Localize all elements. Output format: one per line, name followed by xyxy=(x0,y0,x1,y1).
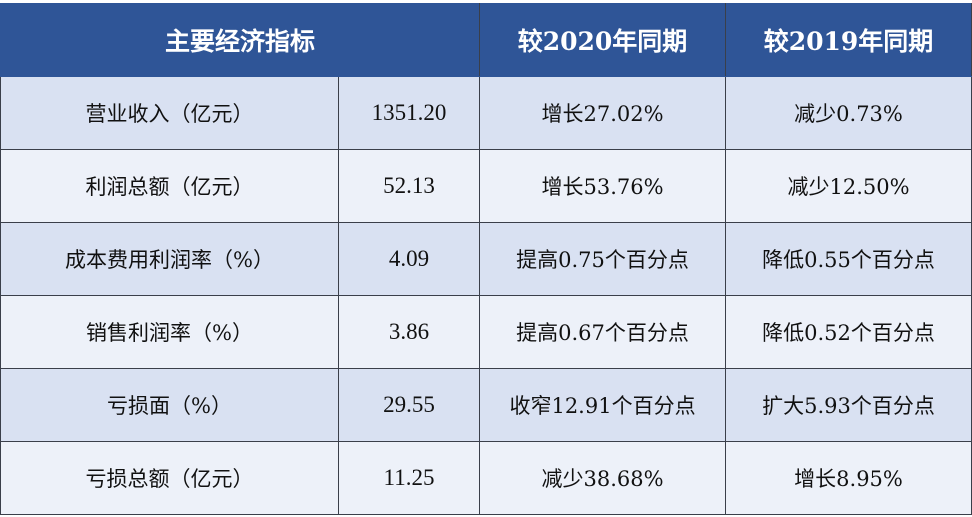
header-vs-2019: 较2019年同期 xyxy=(725,3,972,77)
indicator-cell: 营业收入（亿元） xyxy=(0,76,339,150)
vs-2020-cell: 增长53.76% xyxy=(479,149,727,223)
vs-2019-cell: 扩大5.93个百分点 xyxy=(725,368,972,442)
value-cell: 3.86 xyxy=(337,295,481,369)
indicator-cell: 亏损总额（亿元） xyxy=(0,441,339,515)
header-vs-2020: 较2020年同期 xyxy=(479,3,727,77)
table-row: 销售利润率（%） 3.86 提高0.67个百分点 降低0.52个百分点 xyxy=(0,295,972,369)
value-cell: 4.09 xyxy=(337,222,481,296)
table-row: 营业收入（亿元） 1351.20 增长27.02% 减少0.73% xyxy=(0,76,972,150)
table-row: 亏损面（%） 29.55 收窄12.91个百分点 扩大5.93个百分点 xyxy=(0,368,972,442)
vs-2019-cell: 增长8.95% xyxy=(725,441,972,515)
vs-2020-cell: 提高0.67个百分点 xyxy=(479,295,727,369)
vs-2020-cell: 收窄12.91个百分点 xyxy=(479,368,727,442)
table-row: 成本费用利润率（%） 4.09 提高0.75个百分点 降低0.55个百分点 xyxy=(0,222,972,296)
vs-2020-cell: 减少38.68% xyxy=(479,441,727,515)
header-indicator: 主要经济指标 xyxy=(0,3,481,77)
vs-2019-cell: 降低0.52个百分点 xyxy=(725,295,972,369)
economic-indicators-table: 主要经济指标 较2020年同期 较2019年同期 营业收入（亿元） 1351.20… xyxy=(0,3,972,515)
vs-2020-cell: 增长27.02% xyxy=(479,76,727,150)
vs-2020-cell: 提高0.75个百分点 xyxy=(479,222,727,296)
value-cell: 29.55 xyxy=(337,368,481,442)
value-cell: 1351.20 xyxy=(337,76,481,150)
table-row: 利润总额（亿元） 52.13 增长53.76% 减少12.50% xyxy=(0,149,972,223)
vs-2019-cell: 减少0.73% xyxy=(725,76,972,150)
table-row: 亏损总额（亿元） 11.25 减少38.68% 增长8.95% xyxy=(0,441,972,515)
indicator-cell: 亏损面（%） xyxy=(0,368,339,442)
vs-2019-cell: 降低0.55个百分点 xyxy=(725,222,972,296)
header-row: 主要经济指标 较2020年同期 较2019年同期 xyxy=(0,3,972,77)
value-cell: 52.13 xyxy=(337,149,481,223)
value-cell: 11.25 xyxy=(337,441,481,515)
vs-2019-cell: 减少12.50% xyxy=(725,149,972,223)
indicator-cell: 利润总额（亿元） xyxy=(0,149,339,223)
indicator-cell: 销售利润率（%） xyxy=(0,295,339,369)
indicator-cell: 成本费用利润率（%） xyxy=(0,222,339,296)
